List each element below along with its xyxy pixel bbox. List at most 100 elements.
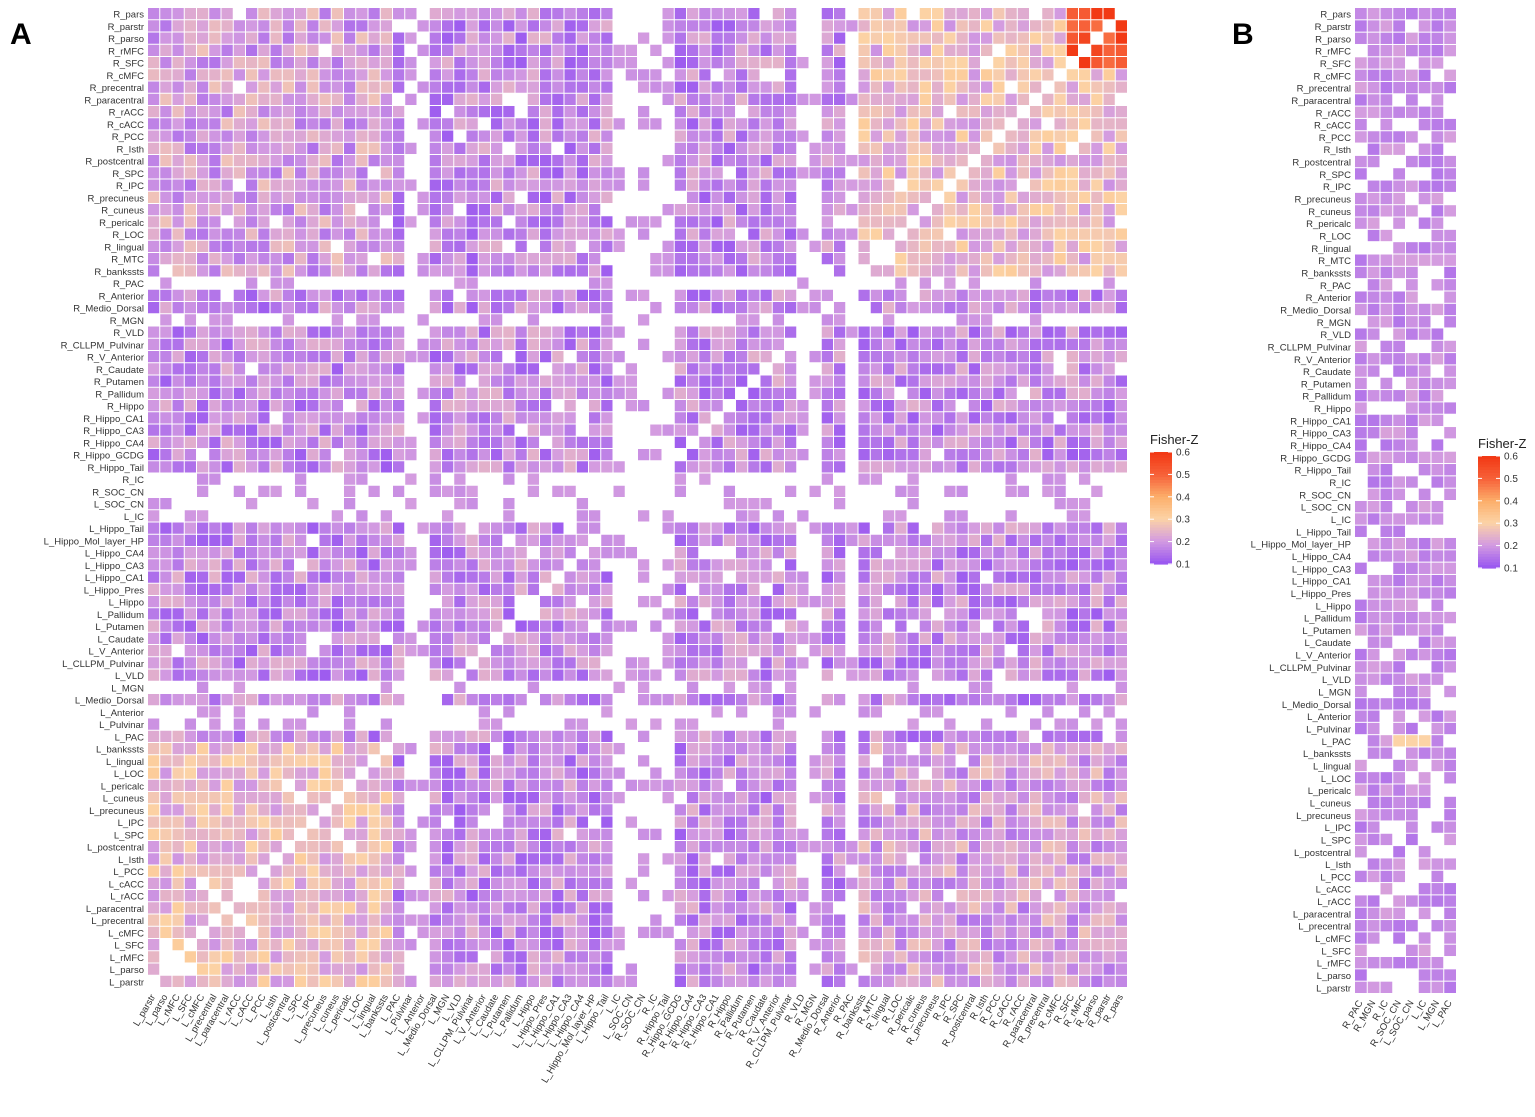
- heatmap-cell: [184, 522, 196, 534]
- heatmap-cell: [393, 951, 405, 963]
- heatmap-cell: [968, 387, 980, 399]
- heatmap-cell: [491, 571, 503, 583]
- heatmap-cell: [368, 204, 380, 216]
- heatmap-cell: [711, 204, 723, 216]
- heatmap-cell: [221, 240, 233, 252]
- heatmap-cell: [221, 547, 233, 559]
- heatmap-cell: [1054, 57, 1066, 69]
- heatmap-cell: [748, 265, 760, 277]
- heatmap-cell: [233, 57, 245, 69]
- heatmap-cell: [1066, 743, 1078, 755]
- heatmap-cell: [589, 351, 601, 363]
- heatmap-cell: [478, 890, 490, 902]
- heatmap-cell: [1017, 828, 1029, 840]
- heatmap-cell: [821, 596, 833, 608]
- heatmap-cell: [172, 32, 184, 44]
- heatmap-cell: [858, 449, 870, 461]
- heatmap-cell: [319, 424, 331, 436]
- heatmap-cell: [625, 400, 637, 412]
- heatmap-cell: [919, 240, 931, 252]
- heatmap-cell: [393, 939, 405, 951]
- heatmap-cell: [319, 142, 331, 154]
- heatmap-cell: [1005, 571, 1017, 583]
- heatmap-cell: [760, 228, 772, 240]
- heatmap-cell: [736, 191, 748, 203]
- heatmap-cell: [1079, 436, 1091, 448]
- heatmap-cell: [674, 914, 686, 926]
- heatmap-cell: [503, 706, 515, 718]
- heatmap-cell: [736, 155, 748, 167]
- heatmap-cell: [442, 571, 454, 583]
- heatmap-cell: [172, 608, 184, 620]
- heatmap-cell: [295, 253, 307, 265]
- heatmap-cell: [1115, 657, 1127, 669]
- heatmap-cell: [356, 265, 368, 277]
- heatmap-cell: [564, 253, 576, 265]
- heatmap-cell: [834, 142, 846, 154]
- heatmap-cell: [197, 522, 209, 534]
- heatmap-cell: [1042, 620, 1054, 632]
- heatmap-cell: [380, 804, 392, 816]
- heatmap-cell: [442, 951, 454, 963]
- heatmap-cell: [907, 375, 919, 387]
- heatmap-cell: [160, 877, 172, 889]
- heatmap-cell: [674, 130, 686, 142]
- heatmap-cell: [589, 130, 601, 142]
- heatmap-cell: [552, 694, 564, 706]
- heatmap-cell: [981, 155, 993, 167]
- heatmap-cell: [1054, 44, 1066, 56]
- heatmap-cell: [968, 522, 980, 534]
- heatmap-cell: [368, 596, 380, 608]
- heatmap-cell: [295, 522, 307, 534]
- heatmap-cell: [760, 436, 772, 448]
- heatmap-cell: [932, 32, 944, 44]
- heatmap-cell: [674, 596, 686, 608]
- heatmap-cell: [478, 155, 490, 167]
- heatmap-cell: [956, 81, 968, 93]
- heatmap-cell: [246, 730, 258, 742]
- heatmap-cell: [478, 914, 490, 926]
- heatmap-cell: [1017, 534, 1029, 546]
- heatmap-cell: [368, 375, 380, 387]
- heatmap-cell: [760, 179, 772, 191]
- heatmap-cell: [515, 8, 527, 20]
- heatmap-cell: [209, 81, 221, 93]
- heatmap-cell: [368, 890, 380, 902]
- heatmap-cell: [699, 620, 711, 632]
- heatmap-cell: [368, 877, 380, 889]
- heatmap-cell: [184, 841, 196, 853]
- heatmap-cell: [981, 914, 993, 926]
- heatmap-cell: [797, 412, 809, 424]
- heatmap-cell: [552, 204, 564, 216]
- heatmap-cell: [907, 596, 919, 608]
- heatmap-cell: [1030, 387, 1042, 399]
- heatmap-cell: [344, 853, 356, 865]
- heatmap-cell: [687, 240, 699, 252]
- heatmap-cell: [564, 657, 576, 669]
- heatmap-cell: [968, 632, 980, 644]
- heatmap-cell: [270, 804, 282, 816]
- heatmap-cell: [564, 69, 576, 81]
- heatmap-cell: [148, 57, 160, 69]
- heatmap-cell: [993, 951, 1005, 963]
- heatmap-cell: [442, 118, 454, 130]
- heatmap-cell: [282, 191, 294, 203]
- heatmap-cell: [295, 914, 307, 926]
- heatmap-cell: [993, 265, 1005, 277]
- heatmap-cell: [1005, 596, 1017, 608]
- heatmap-cell: [442, 167, 454, 179]
- heatmap-cell: [1054, 118, 1066, 130]
- heatmap-cell: [748, 926, 760, 938]
- heatmap-cell: [932, 767, 944, 779]
- heatmap-cell: [1091, 289, 1103, 301]
- heatmap-cell: [834, 767, 846, 779]
- heatmap-cell: [527, 951, 539, 963]
- heatmap-cell: [968, 326, 980, 338]
- heatmap-cell: [344, 8, 356, 20]
- heatmap-cell: [748, 93, 760, 105]
- heatmap-cell: [503, 902, 515, 914]
- heatmap-cell: [331, 20, 343, 32]
- heatmap-cell: [1091, 669, 1103, 681]
- heatmap-cell: [380, 877, 392, 889]
- heatmap-cell: [160, 841, 172, 853]
